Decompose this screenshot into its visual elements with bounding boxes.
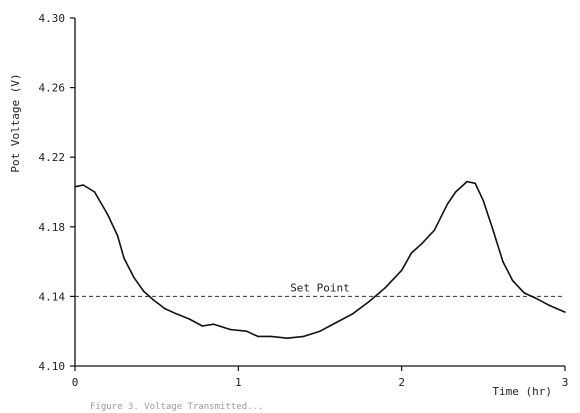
series-point (410, 252, 413, 254)
series-point (133, 276, 135, 279)
series-point (446, 203, 449, 205)
x-tick-label: 3 (562, 376, 569, 389)
series-point (420, 243, 423, 245)
series-point (74, 185, 76, 188)
series-point (433, 229, 436, 232)
series-point (335, 321, 338, 324)
y-tick-label: 4.22 (39, 151, 66, 164)
series-point (82, 184, 84, 186)
series-point (564, 311, 566, 313)
series-point (466, 180, 468, 183)
series-point (93, 191, 96, 193)
y-ticks: 4.10 4.14 4.18 4.22 4.26 4.30 (39, 12, 75, 373)
series-point (502, 260, 504, 263)
series-point (511, 279, 514, 282)
x-tick-label: 0 (72, 376, 79, 389)
series-point (229, 328, 231, 331)
series-point (482, 199, 485, 202)
series-point (164, 307, 166, 310)
x-ticks: 0 1 2 3 (72, 366, 569, 389)
series-point (175, 313, 178, 315)
figure-caption: Figure 3. Voltage Transmitted... (90, 402, 263, 412)
y-axis-title: Pot Voltage (V) (9, 73, 22, 172)
series-point (547, 304, 550, 306)
series-point (523, 292, 525, 294)
set-point-label: Set Point (290, 281, 350, 294)
series-point (454, 191, 457, 193)
series-point (492, 229, 494, 232)
series-points (74, 180, 566, 339)
series-point (302, 335, 305, 338)
series-line (74, 180, 566, 339)
series-point (188, 318, 191, 320)
series-point (474, 182, 476, 185)
series-point (201, 325, 204, 327)
series-point (213, 323, 215, 326)
series-point (384, 286, 387, 289)
series-point (534, 297, 537, 299)
series-point (286, 337, 289, 339)
series-point (319, 330, 321, 333)
y-tick-label: 4.30 (39, 12, 66, 25)
y-tick-label: 4.14 (39, 290, 66, 303)
x-tick-label: 1 (235, 376, 242, 389)
series-point (152, 299, 155, 301)
y-tick-label: 4.10 (39, 360, 66, 373)
series-point (116, 234, 119, 237)
y-tick-label: 4.26 (39, 82, 66, 95)
series-point (245, 330, 248, 333)
series-point (257, 335, 259, 338)
series-point (351, 313, 354, 315)
series-point (270, 335, 272, 338)
y-tick-label: 4.18 (39, 221, 66, 234)
x-tick-label: 2 (398, 376, 405, 389)
series-point (142, 290, 145, 292)
series-point (368, 300, 370, 303)
series-point (123, 257, 125, 259)
axes (74, 18, 565, 367)
series-point (106, 213, 109, 216)
series-point (400, 269, 403, 272)
x-axis-title: Time (hr) (492, 385, 552, 398)
